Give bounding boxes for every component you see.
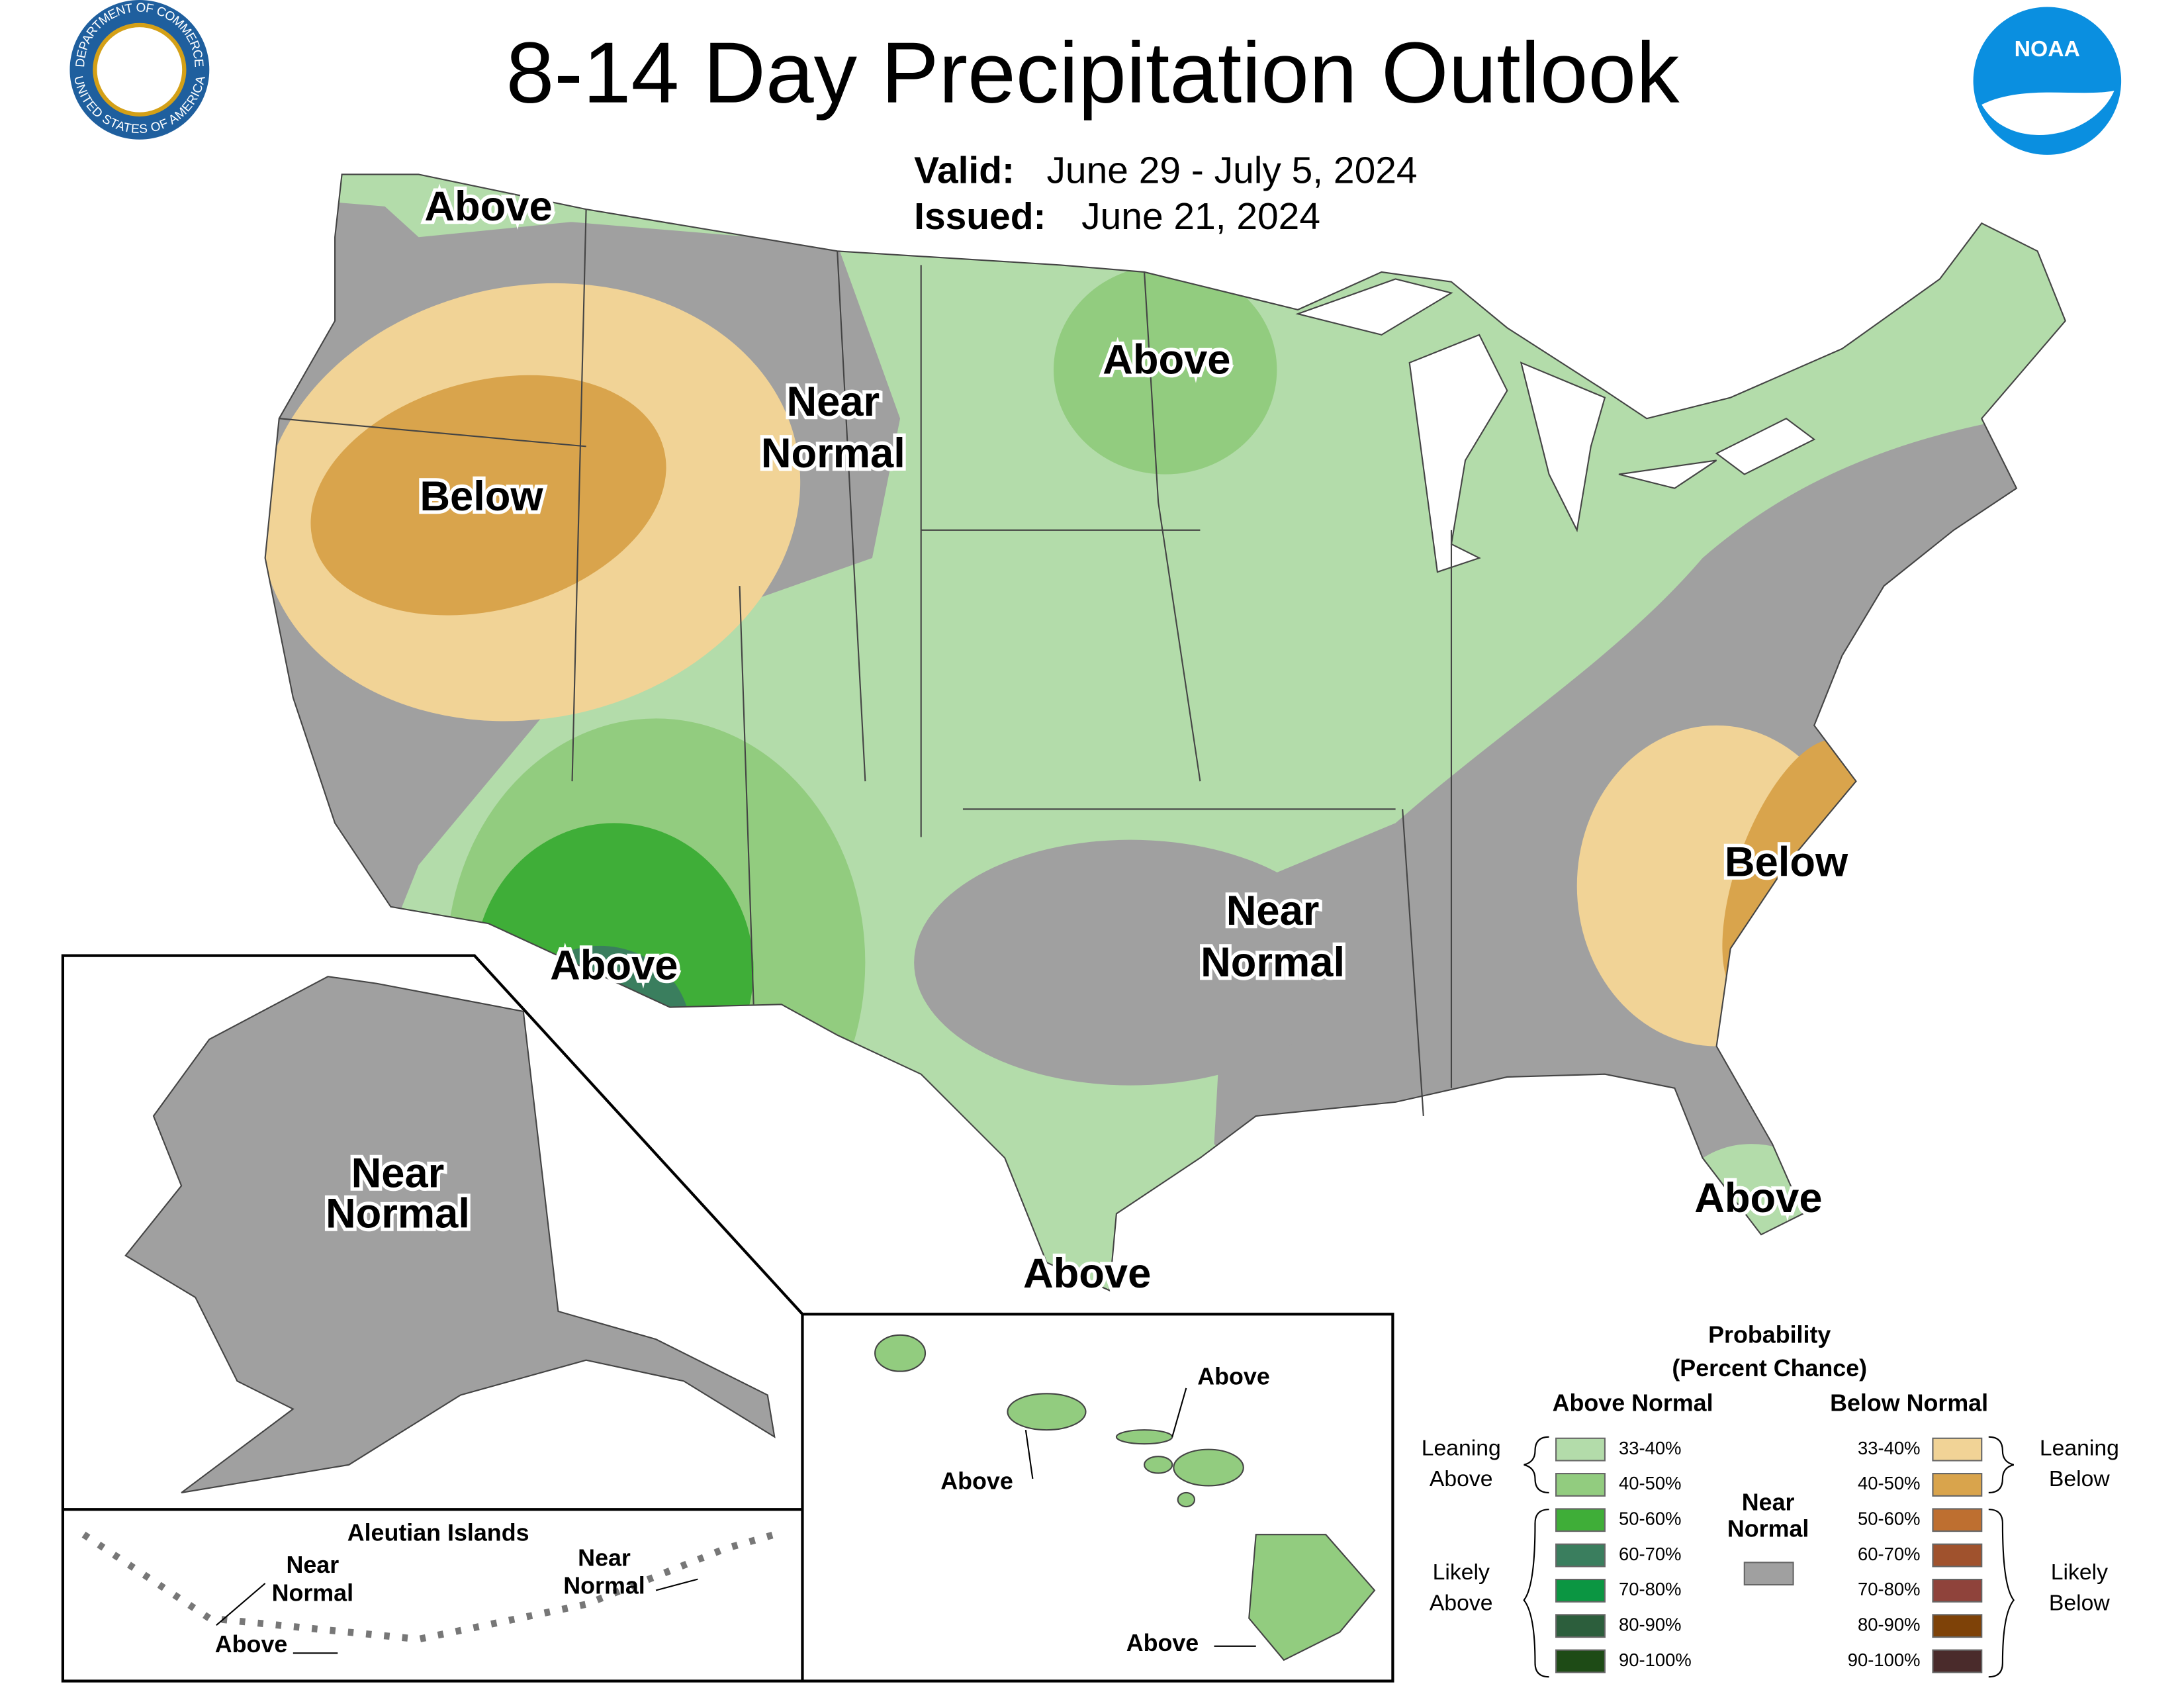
- legend-near: Near: [1742, 1489, 1795, 1515]
- legend-group: Below: [2049, 1466, 2111, 1491]
- hawaii-label: Above: [1197, 1364, 1270, 1390]
- legend-swatch: [1932, 1473, 1983, 1497]
- noaa-gull: [1981, 90, 2115, 135]
- region-label: Above: [424, 183, 552, 230]
- aleutian-label: Near: [578, 1545, 631, 1571]
- region-label: Above: [550, 942, 678, 988]
- region-label: Below: [420, 473, 543, 520]
- legend-range: 80-90%: [1858, 1614, 1920, 1634]
- valid-label: Valid:: [914, 149, 1015, 191]
- legend-range: 40-50%: [1858, 1473, 1920, 1493]
- leader-lines: [216, 1387, 1256, 1654]
- legend-swatch: [1932, 1578, 1983, 1603]
- legend-swatch: [1555, 1508, 1606, 1532]
- noaa-text: NOAA: [2015, 36, 2080, 62]
- region-label: Normal: [1201, 939, 1345, 986]
- aleutian-label: Normal: [272, 1579, 353, 1606]
- legend-near: Normal: [1727, 1515, 1809, 1542]
- legend-swatch: [1932, 1437, 1983, 1462]
- hawaii-label: Above: [1126, 1630, 1199, 1656]
- alaska-label: Normal: [326, 1190, 470, 1237]
- aleutian-label: Near: [286, 1552, 339, 1578]
- hawaii-label: Above: [940, 1468, 1013, 1495]
- state-borders: [279, 209, 1453, 1117]
- legend-group: Above: [1430, 1590, 1493, 1615]
- legend-swatch: [1555, 1543, 1606, 1568]
- legend-group: Likely: [2051, 1560, 2108, 1585]
- legend-swatch: [1555, 1649, 1606, 1673]
- region-label: Near: [1226, 888, 1320, 934]
- legend-swatch: [1555, 1614, 1606, 1638]
- hawaii: [874, 1334, 1376, 1662]
- legend-range: 80-90%: [1619, 1614, 1681, 1634]
- title: 8-14 Day Precipitation Outlook: [506, 24, 1680, 121]
- great-lakes: [1295, 278, 1816, 573]
- region-label: Below: [1725, 839, 1848, 885]
- legend-range: 90-100%: [1848, 1650, 1921, 1670]
- legend-range: 90-100%: [1619, 1650, 1692, 1670]
- region-label: Above: [1103, 337, 1230, 383]
- legend-range: 60-70%: [1858, 1544, 1920, 1564]
- legend-range: 33-40%: [1619, 1438, 1681, 1458]
- alaska: [124, 976, 776, 1493]
- legend-range: 40-50%: [1619, 1473, 1681, 1493]
- legend-heading: Above Normal: [1553, 1390, 1713, 1417]
- legend-group: Likely: [1433, 1560, 1490, 1585]
- valid-dates: June 29 - July 5, 2024: [1046, 149, 1417, 191]
- inset-frames: [61, 954, 1394, 1683]
- region-label: Normal: [761, 430, 905, 477]
- aleutian-title: Aleutian Islands: [347, 1520, 529, 1546]
- legend-group: Leaning: [1422, 1436, 1501, 1461]
- aleutian-islands: [81, 1531, 776, 1643]
- legend-swatch: [1932, 1508, 1983, 1532]
- legend-swatch: [1555, 1473, 1606, 1497]
- legend-group: Above: [1430, 1466, 1493, 1491]
- legend-range: 70-80%: [1858, 1579, 1920, 1599]
- aleutian-label: Normal: [563, 1573, 645, 1599]
- legend-title: Probability: [1708, 1321, 1831, 1348]
- legend-range: 70-80%: [1619, 1579, 1681, 1599]
- legend-title: (Percent Chance): [1672, 1355, 1867, 1382]
- legend-range: 60-70%: [1619, 1544, 1681, 1564]
- issued-date: June 21, 2024: [1081, 195, 1320, 238]
- region-label: Above: [1023, 1250, 1151, 1297]
- legend-swatch: [1743, 1562, 1794, 1586]
- legend-group: Below: [2049, 1590, 2111, 1615]
- aleutian-label: Above: [215, 1631, 288, 1658]
- legend-swatch: [1555, 1578, 1606, 1603]
- commerce-seal-center: [93, 23, 187, 117]
- legend-heading: Below Normal: [1830, 1390, 1988, 1417]
- legend-range: 50-60%: [1858, 1509, 1920, 1529]
- near-normal-area: [914, 839, 1347, 1086]
- region-label: Near: [787, 379, 880, 425]
- alaska-label: Near: [351, 1150, 445, 1196]
- legend-range: 33-40%: [1858, 1438, 1920, 1458]
- legend-swatch: [1932, 1649, 1983, 1673]
- legend-braces: [1523, 1436, 2015, 1678]
- legend-group: Leaning: [2040, 1436, 2119, 1461]
- issued-label: Issued:: [914, 195, 1046, 238]
- region-label: Above: [1694, 1175, 1822, 1221]
- legend-swatch: [1555, 1437, 1606, 1462]
- legend-swatch: [1932, 1543, 1983, 1568]
- legend-range: 50-60%: [1619, 1509, 1681, 1529]
- legend-swatch: [1932, 1614, 1983, 1638]
- leaning-above-area: [1054, 265, 1277, 475]
